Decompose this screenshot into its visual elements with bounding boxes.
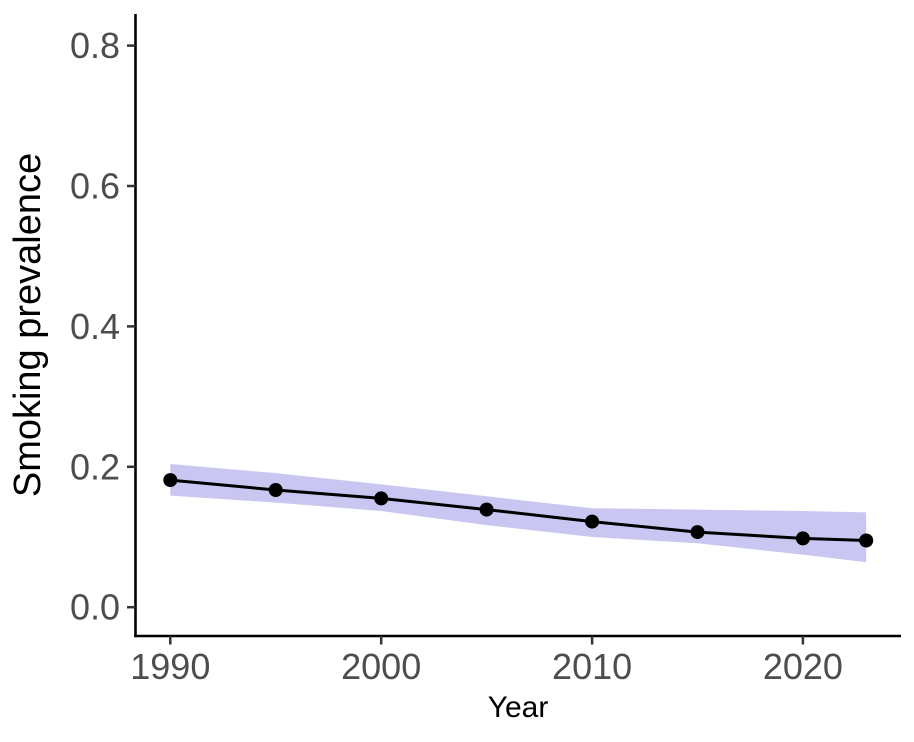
y-tick-label: 0.6 <box>70 166 120 207</box>
x-tick-label: 2020 <box>763 646 843 687</box>
data-point <box>690 525 705 540</box>
x-axis-title: Year <box>488 691 549 724</box>
y-tick-label: 0.8 <box>70 25 120 66</box>
data-point <box>859 533 874 548</box>
data-point <box>585 514 600 529</box>
data-point <box>268 483 283 497</box>
data-points <box>163 473 874 548</box>
y-axis-title: Smoking prevalence <box>7 153 49 497</box>
data-point <box>163 473 178 488</box>
x-tick-label: 1990 <box>130 646 210 687</box>
data-point <box>479 502 494 517</box>
x-tick-label: 2010 <box>552 646 632 687</box>
data-point <box>374 491 389 506</box>
y-tick-label: 0.0 <box>70 587 120 628</box>
y-tick-label: 0.4 <box>70 306 120 347</box>
x-tick-label: 2000 <box>341 646 421 687</box>
tick-marks-and-labels: 1990 2000 2010 2020 0.0 0.2 0.4 0.6 0.8 <box>70 25 843 687</box>
data-point <box>795 531 810 546</box>
y-tick-label: 0.2 <box>70 446 120 487</box>
trend-line <box>168 478 868 542</box>
